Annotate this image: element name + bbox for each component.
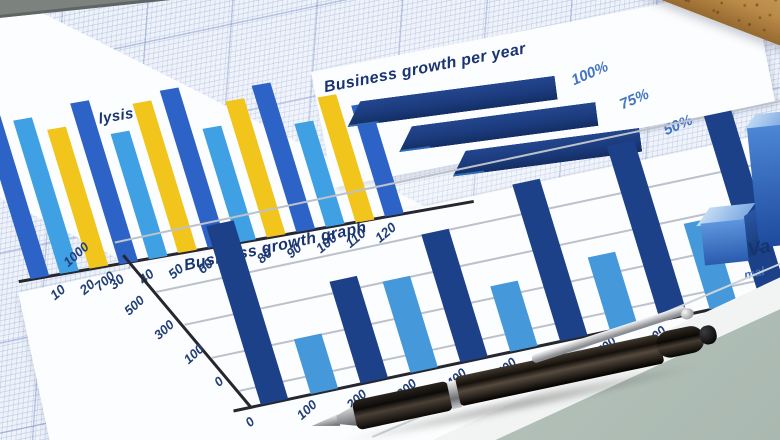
pen-cap <box>654 323 707 361</box>
growth-y-tick-label: 500 <box>121 292 148 319</box>
growth-y-tick-label: 100 <box>180 341 207 367</box>
ribbon-value-label: 75% <box>617 85 652 114</box>
ribbon-value-label: 100% <box>568 58 611 90</box>
cube-front-face <box>700 219 749 266</box>
growth-x-tick-label: 0 <box>242 413 258 430</box>
pen-clip-ball <box>679 307 695 321</box>
ribbon-fold <box>344 121 389 137</box>
growth-y-tick-label: 300 <box>150 316 178 343</box>
pen-tip <box>311 414 341 432</box>
